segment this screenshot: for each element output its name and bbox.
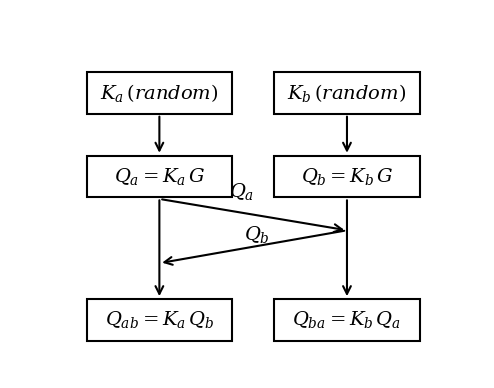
Bar [274, 72, 420, 114]
Text: $Q_b = K_b\,G$: $Q_b = K_b\,G$ [301, 166, 393, 187]
Text: $K_b\/(random)$: $K_b\/(random)$ [288, 82, 407, 104]
Text: $Q_b$: $Q_b$ [244, 224, 270, 245]
Bar [86, 299, 232, 341]
Text: $K_a\/(random)$: $K_a\/(random)$ [100, 82, 218, 104]
Bar [86, 72, 232, 114]
Text: $Q_a$: $Q_a$ [229, 181, 254, 202]
Text: $Q_a = K_a\,G$: $Q_a = K_a\,G$ [114, 166, 205, 187]
Bar [274, 299, 420, 341]
Text: $Q_{ab} = K_a\,Q_b$: $Q_{ab} = K_a\,Q_b$ [105, 309, 214, 331]
Bar [274, 156, 420, 197]
Bar [86, 156, 232, 197]
Text: $Q_{ba} = K_b\,Q_a$: $Q_{ba} = K_b\,Q_a$ [292, 309, 402, 331]
